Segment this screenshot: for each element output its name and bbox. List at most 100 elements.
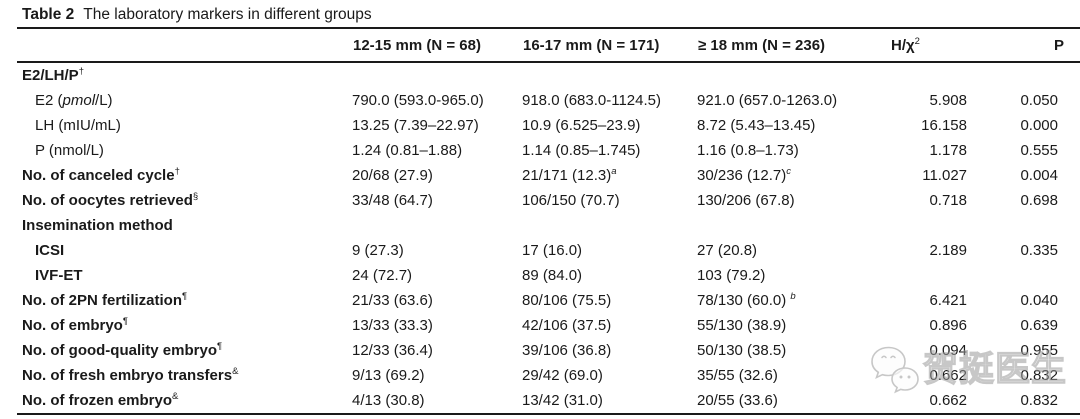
- row-label-superscript: &: [232, 366, 239, 377]
- table-cell: [890, 213, 967, 238]
- cell-value: 0.335: [1020, 242, 1058, 259]
- cell-value: 0.662: [929, 392, 967, 409]
- cell-value: 6.421: [929, 292, 967, 309]
- row-label-superscript: §: [192, 191, 199, 202]
- row-label-text: No. of 2PN fertilization: [22, 292, 183, 309]
- caption-text: The laboratory markers in different grou…: [83, 6, 372, 23]
- cell-value: 50/130 (38.5): [697, 342, 787, 359]
- cell-value: 33/48 (64.7): [352, 192, 433, 209]
- cell-value: 55/130 (38.9): [697, 317, 787, 334]
- table-cell: 0.000: [967, 113, 1080, 138]
- cell-value: 80/106 (75.5): [522, 292, 612, 309]
- cell-value: 78/130 (60.0): [697, 292, 791, 309]
- cell-value: 0.832: [1020, 367, 1058, 384]
- row-label-superscript: ¶: [122, 316, 128, 327]
- cell-value: 0.955: [1020, 342, 1058, 359]
- row-label: P (nmol/L): [17, 138, 352, 163]
- table-cell: 8.72 (5.43–13.45): [697, 113, 890, 138]
- cell-value: 0.639: [1020, 317, 1058, 334]
- row-label: LH (mIU/mL): [17, 113, 352, 138]
- column-header: 12-15 mm (N = 68): [352, 29, 522, 63]
- row-label-text: IVF-ET: [35, 267, 83, 284]
- row-label: ICSI: [17, 238, 352, 263]
- cell-value: 106/150 (70.7): [522, 192, 620, 209]
- table-cell: 9 (27.3): [352, 238, 522, 263]
- table-row: No. of canceled cycle† 20/68 (27.9) 21/171…: [17, 163, 1080, 188]
- cell-value: 16.158: [921, 117, 967, 134]
- table-cell: 89 (84.0): [522, 263, 697, 288]
- table-cell: 30/236 (12.7)c: [697, 163, 890, 188]
- table-cell: [522, 62, 697, 88]
- table-body: E2/LH/P† E2 (pmol/L) 790.0 (593.0-965.0) 91…: [17, 62, 1080, 415]
- table-cell: 27 (20.8): [697, 238, 890, 263]
- cell-value: 1.24 (0.81–1.88): [352, 142, 463, 159]
- table-cell: 790.0 (593.0-965.0): [352, 88, 522, 113]
- column-header-superscript: 2: [914, 35, 920, 47]
- cell-value: 17 (16.0): [522, 242, 583, 259]
- cell-value: 20/68 (27.9): [352, 167, 433, 184]
- cell-value: 790.0 (593.0-965.0): [352, 92, 484, 109]
- table-row: No. of fresh embryo transfers& 9/13 (69.2…: [17, 363, 1080, 388]
- table-cell: 103 (79.2): [697, 263, 890, 288]
- cell-value: 0.896: [929, 317, 967, 334]
- column-header: H/χ2: [890, 29, 967, 63]
- table-cell: 0.718: [890, 188, 967, 213]
- table-cell: 130/206 (67.8): [697, 188, 890, 213]
- table-cell: 11.027: [890, 163, 967, 188]
- table-cell: 921.0 (657.0-1263.0): [697, 88, 890, 113]
- cell-value: 0.094: [929, 342, 967, 359]
- cell-value: 4/13 (30.8): [352, 392, 425, 409]
- row-label: E2/LH/P†: [17, 62, 352, 88]
- table-cell: [890, 62, 967, 88]
- row-label-text: E2 (: [35, 92, 63, 109]
- cell-value: 1.14 (0.85–1.745): [522, 142, 641, 159]
- header-row: 12-15 mm (N = 68) 16-17 mm (N = 171) ≥ 18 …: [17, 29, 1080, 63]
- table-row: E2/LH/P†: [17, 62, 1080, 88]
- table-row: No. of frozen embryo& 4/13 (30.8) 13/42 (3…: [17, 388, 1080, 415]
- table-caption: Table 2 The laboratory markers in differe…: [17, 6, 1080, 29]
- lab-markers-table: 12-15 mm (N = 68) 16-17 mm (N = 171) ≥ 18 …: [17, 29, 1080, 415]
- table-cell: 80/106 (75.5): [522, 288, 697, 313]
- column-header: ≥ 18 mm (N = 236): [697, 29, 890, 63]
- table-row: ICSI 9 (27.3) 17 (16.0) 27 (20.8) 2.189 0.335: [17, 238, 1080, 263]
- table-cell: 2.189: [890, 238, 967, 263]
- table-row: No. of good-quality embryo¶ 12/33 (36.4) 3…: [17, 338, 1080, 363]
- table-cell: 918.0 (683.0-1124.5): [522, 88, 697, 113]
- row-label-text: P (nmol/L): [35, 142, 104, 159]
- row-label-text: No. of fresh embryo transfers: [22, 367, 233, 384]
- row-label: No. of canceled cycle†: [17, 163, 352, 188]
- cell-value: 13.25 (7.39–22.97): [352, 117, 479, 134]
- row-label: Insemination method: [17, 213, 352, 238]
- table-cell: 0.896: [890, 313, 967, 338]
- row-label-text: E2/LH/P: [22, 67, 79, 84]
- row-label-text: pmol: [62, 92, 96, 109]
- table-cell: 0.639: [967, 313, 1080, 338]
- cell-value: 0.718: [929, 192, 967, 209]
- row-label: No. of fresh embryo transfers&: [17, 363, 352, 388]
- table-cell: 13/42 (31.0): [522, 388, 697, 415]
- table-cell: 5.908: [890, 88, 967, 113]
- row-label-text: No. of good-quality embryo: [22, 342, 217, 359]
- column-header-label: 16-17 mm (N = 171): [523, 36, 660, 54]
- table-cell: 24 (72.7): [352, 263, 522, 288]
- table-cell: 55/130 (38.9): [697, 313, 890, 338]
- cell-value: 30/236 (12.7): [697, 167, 787, 184]
- cell-value: 21/33 (63.6): [352, 292, 433, 309]
- table-cell: [697, 213, 890, 238]
- cell-value: 103 (79.2): [697, 267, 766, 284]
- cell-value: 0.040: [1020, 292, 1058, 309]
- cell-value: 20/55 (33.6): [697, 392, 778, 409]
- row-label: No. of good-quality embryo¶: [17, 338, 352, 363]
- table-cell: 1.178: [890, 138, 967, 163]
- cell-value: 0.698: [1020, 192, 1058, 209]
- table-cell: 13/33 (33.3): [352, 313, 522, 338]
- table-cell: 106/150 (70.7): [522, 188, 697, 213]
- table-cell: 35/55 (32.6): [697, 363, 890, 388]
- table-row: Insemination method: [17, 213, 1080, 238]
- cell-value: 130/206 (67.8): [697, 192, 795, 209]
- table2-sheet: Table 2 The laboratory markers in differe…: [17, 6, 1080, 415]
- cell-superscript: a: [611, 166, 617, 177]
- table-cell: 0.662: [890, 363, 967, 388]
- table-cell: 29/42 (69.0): [522, 363, 697, 388]
- cell-value: 0.050: [1020, 92, 1058, 109]
